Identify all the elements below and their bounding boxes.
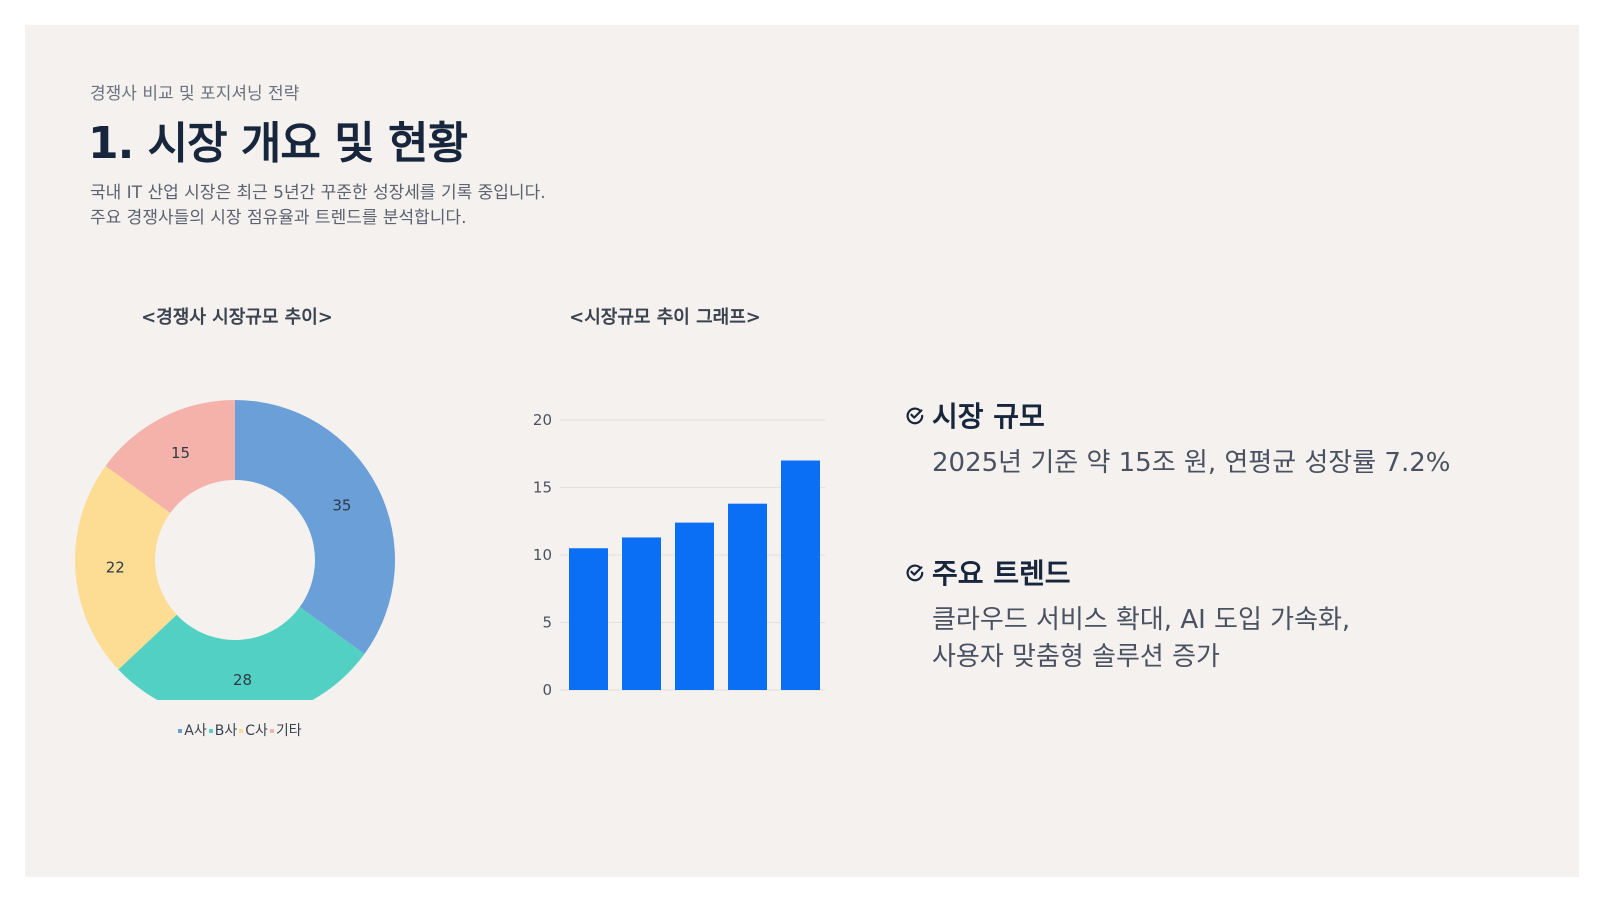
bar-chart: 0 5 10 15 20 2021 2022 2023 2024 2025 xyxy=(533,411,825,698)
trend-line: 클라우드 서비스 확대, AI 도입 가속화, xyxy=(932,605,1351,635)
market-size-block: 시장 규모 2025년 기준 약 15조 원, 연평균 성장률 7.2% xyxy=(905,395,1450,482)
x-tick-label: 2023 xyxy=(675,696,713,698)
bar xyxy=(569,548,608,690)
y-tick-label: 0 xyxy=(542,681,552,698)
market-size-line: 2025년 기준 약 15조 원, 연평균 성장률 7.2% xyxy=(932,448,1451,478)
intro-text: 국내 IT 산업 시장은 최근 5년간 꾸준한 성장세를 기록 중입니다. 주요… xyxy=(90,181,546,231)
legend-item: B사 xyxy=(208,720,238,740)
trend-text: 클라우드 서비스 확대, AI 도입 가속화, 사용자 맞춤형 솔루션 증가 xyxy=(932,602,1350,676)
legend-swatch xyxy=(208,729,213,733)
legend-swatch xyxy=(269,729,274,733)
pie-data-label: 15 xyxy=(171,444,190,462)
pie-slice xyxy=(235,400,396,655)
legend-item: A사 xyxy=(178,720,207,740)
legend-item: C사 xyxy=(239,720,268,740)
y-tick-label: 15 xyxy=(533,479,552,497)
check-circle-icon xyxy=(906,564,924,582)
legend-label: C사 xyxy=(245,723,268,739)
legend-label: 기타 xyxy=(275,723,302,739)
legend-label: B사 xyxy=(214,723,238,739)
trend-title: 주요 트렌드 xyxy=(932,557,1071,590)
pie-slice xyxy=(75,465,177,670)
donut-chart: 35 28 22 15 xyxy=(75,400,396,700)
x-tick-label: 2022 xyxy=(622,696,660,698)
bar xyxy=(728,503,767,690)
pie-slice xyxy=(118,607,365,700)
y-tick-label: 10 xyxy=(533,546,552,564)
intro-line: 국내 IT 산업 시장은 최근 5년간 꾸준한 성장세를 기록 중입니다. xyxy=(90,183,546,203)
legend-label: A사 xyxy=(184,723,207,739)
y-tick-label: 5 xyxy=(542,614,552,632)
pie-data-label: 35 xyxy=(332,497,351,515)
pie-data-label: 28 xyxy=(233,671,252,689)
legend-item: 기타 xyxy=(269,720,302,740)
trend-block: 주요 트렌드 클라우드 서비스 확대, AI 도입 가속화, 사용자 맞춤형 솔… xyxy=(905,552,1350,676)
intro-line: 주요 경쟁사들의 시장 점유율과 트렌드를 분석합니다. xyxy=(90,208,467,228)
pie-data-label: 22 xyxy=(106,559,125,577)
x-tick-label: 2025 xyxy=(781,696,819,698)
market-size-text: 2025년 기준 약 15조 원, 연평균 성장률 7.2% xyxy=(932,445,1450,482)
legend-swatch xyxy=(239,729,244,733)
x-tick-label: 2024 xyxy=(728,696,766,698)
bar xyxy=(622,537,661,690)
x-tick-label: 2021 xyxy=(569,696,607,698)
pie-legend: A사 B사 C사 기타 xyxy=(100,720,380,740)
y-tick-label: 20 xyxy=(533,411,552,429)
section-label: 경쟁사 비교 및 포지셔닝 전략 xyxy=(90,84,300,104)
market-size-title: 시장 규모 xyxy=(932,400,1045,433)
bar xyxy=(675,522,714,690)
page-title: 1. 시장 개요 및 현황 xyxy=(88,118,468,169)
pie-chart-title: <경쟁사 시장규모 추이> xyxy=(141,307,333,328)
pie-slice xyxy=(105,400,235,513)
trend-line: 사용자 맞춤형 솔루션 증가 xyxy=(932,642,1220,672)
bar-chart-title: <시장규모 추이 그래프> xyxy=(569,307,761,328)
check-circle-icon xyxy=(906,407,924,425)
bar xyxy=(781,460,820,690)
legend-swatch xyxy=(178,729,183,733)
